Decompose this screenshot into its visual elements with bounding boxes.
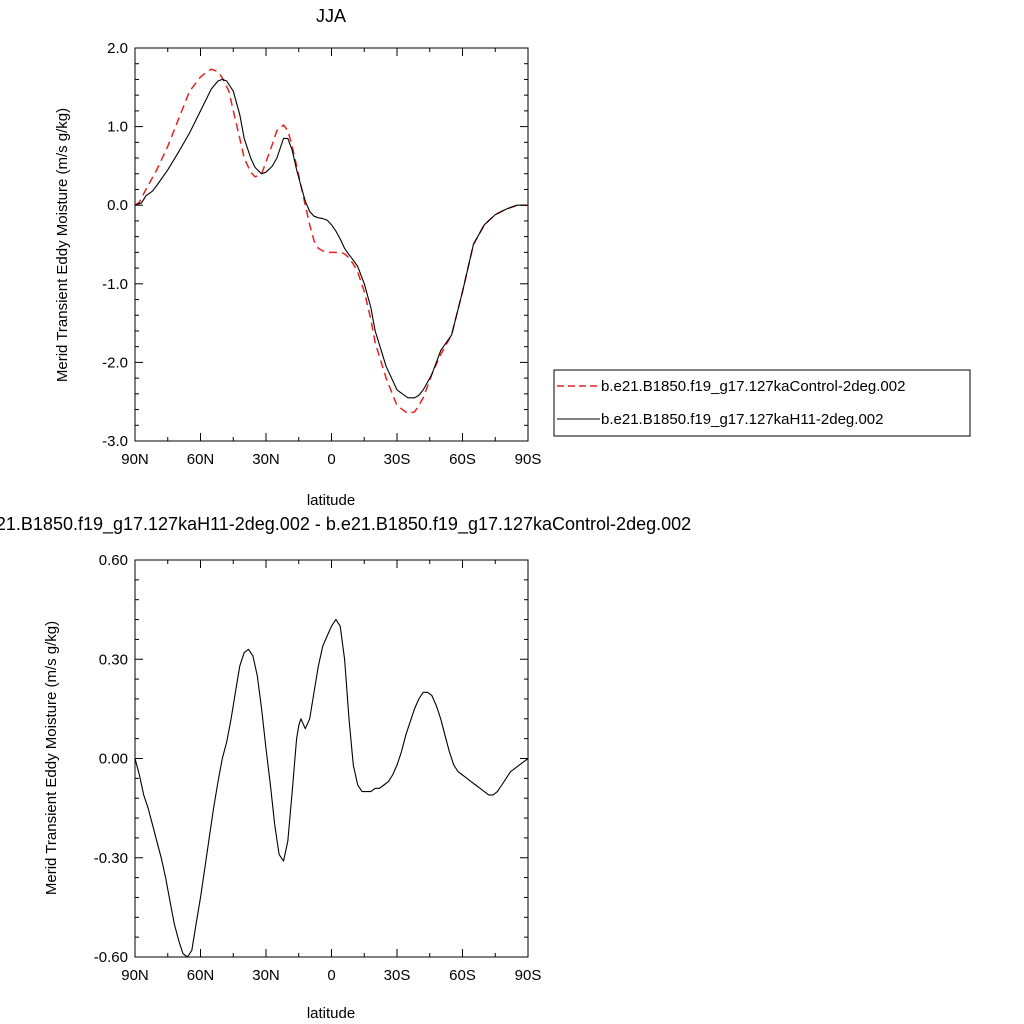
bottom-axis-ticks: 90N 60N 30N 0 30S 60S 90S 0.60 0.30 0.00 -0.30 -0.6… xyxy=(94,552,542,984)
top-x-tick-label: 60S xyxy=(449,451,476,468)
top-x-tick-label: 90S xyxy=(515,451,542,468)
top-y-axis-label: Merid Transient Eddy Moisture (m/s g/kg) xyxy=(54,108,71,382)
bottom-x-tick-label: 30S xyxy=(384,967,411,984)
bottom-y-tick-label: -0.30 xyxy=(94,850,128,867)
top-plot-area: 90N 60N 30N 0 30S 60S 90S 2.0 1.0 0.0 -1.0 -2.0 -3.0 xyxy=(102,40,541,468)
legend-box xyxy=(553,369,971,437)
bottom-y-tick-label: 0.60 xyxy=(99,552,128,569)
bottom-y-axis-label: Merid Transient Eddy Moisture (m/s g/kg) xyxy=(43,621,60,895)
bottom-plot-area: 90N 60N 30N 0 30S 60S 90S 0.60 0.30 0.00 -0.30 -0.6… xyxy=(94,552,542,984)
top-series-group xyxy=(134,68,528,415)
bottom-x-tick-label: 0 xyxy=(327,967,335,984)
top-y-tick-label: -1.0 xyxy=(102,276,128,293)
bottom-x-tick-label: 60S xyxy=(449,967,476,984)
bottom-series-line-0 xyxy=(134,618,529,958)
top-x-tick-label: 90N xyxy=(121,451,149,468)
bottom-x-axis-label: latitude xyxy=(307,1005,355,1022)
top-x-axis-label: latitude xyxy=(307,492,355,509)
bottom-x-tick-label: 90N xyxy=(121,967,149,984)
top-y-tick-label: -2.0 xyxy=(102,354,128,371)
top-plot-frame xyxy=(134,47,529,442)
top-axis-ticks: 90N 60N 30N 0 30S 60S 90S 2.0 1.0 0.0 -1.0 -2.0 -3.0 xyxy=(102,40,541,468)
legend-label-h11: b.e21.B1850.f19_g17.127kaH11-2deg.002 xyxy=(601,411,883,428)
top-series-line-1 xyxy=(134,78,528,399)
top-panel: JJA 90N 60N 30N 0 30S 60S 90S 2.0 1.0 0.0 -1.0 -2.0… xyxy=(54,6,971,509)
bottom-plot-frame xyxy=(134,559,529,958)
top-x-tick-label: 30N xyxy=(252,451,280,468)
top-chart-title: JJA xyxy=(316,6,346,26)
bottom-x-tick-label: 90S xyxy=(515,967,542,984)
bottom-series-group xyxy=(134,618,529,958)
top-y-tick-label: -3.0 xyxy=(102,433,128,450)
bottom-x-tick-label: 60N xyxy=(187,967,215,984)
bottom-panel: b.e21.B1850.f19_g17.127kaH11-2deg.002 - … xyxy=(0,514,691,1022)
bottom-chart-title: b.e21.B1850.f19_g17.127kaH11-2deg.002 - … xyxy=(0,514,691,535)
legend-label-control: b.e21.B1850.f19_g17.127kaControl-2deg.00… xyxy=(601,378,905,395)
top-x-tick-label: 60N xyxy=(187,451,215,468)
bottom-y-tick-label: 0.00 xyxy=(99,751,128,768)
top-y-tick-label: 0.0 xyxy=(107,197,128,214)
bottom-x-tick-label: 30N xyxy=(252,967,280,984)
bottom-y-tick-label: -0.60 xyxy=(94,949,128,966)
legend: b.e21.B1850.f19_g17.127kaControl-2deg.00… xyxy=(553,369,971,437)
bottom-y-tick-label: 0.30 xyxy=(99,651,128,668)
top-x-tick-label: 30S xyxy=(384,451,411,468)
top-x-tick-label: 0 xyxy=(327,451,335,468)
top-series-line-0 xyxy=(134,68,528,415)
top-y-tick-label: 1.0 xyxy=(107,119,128,136)
top-y-tick-label: 2.0 xyxy=(107,40,128,57)
